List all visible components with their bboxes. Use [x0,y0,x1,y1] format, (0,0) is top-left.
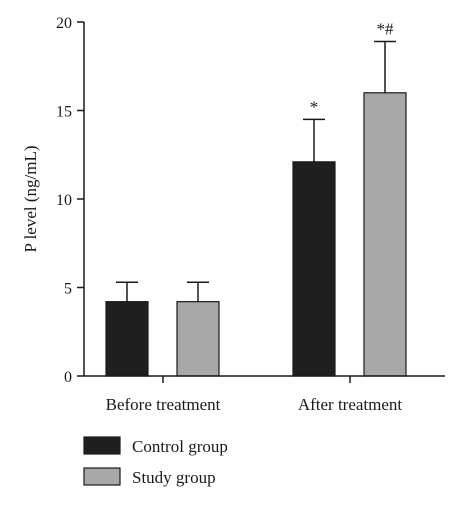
y-tick-label: 10 [56,192,72,209]
significance-marker: * [310,97,319,116]
y-tick-label: 5 [64,281,72,298]
x-category-label: After treatment [298,395,403,414]
axes: 0 5 10 15 20 Before treatment After treatment P… [21,15,445,414]
significance-marker: *# [377,19,395,38]
bar-0-0 [105,301,149,377]
y-axis-title: P level (ng/mL) [21,145,40,252]
legend-swatch [83,436,121,455]
legend-label: Study group [132,468,216,487]
y-tick-label: 15 [56,104,72,121]
bar-0-1 [292,161,336,377]
y-tick-label: 0 [64,369,72,386]
bar-1-0 [176,301,220,377]
y-tick-label: 20 [56,15,72,32]
x-category-label: Before treatment [106,395,221,414]
legend: Control group Study group [83,436,228,487]
legend-swatch [83,467,121,486]
bar-1-1 [363,92,407,377]
legend-label: Control group [132,437,228,456]
plot-area: * *# [105,19,407,377]
